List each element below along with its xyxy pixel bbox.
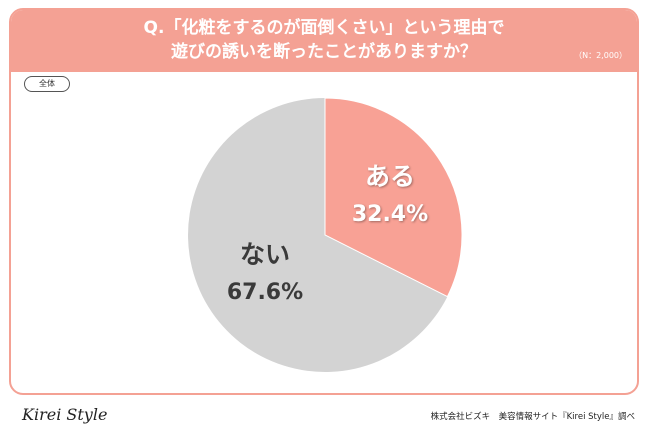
kirei-style-logo: Kirei Style bbox=[22, 405, 108, 424]
question-title: Q.「化粧をするのが面倒くさい」という理由で 遊びの誘いを断ったことがありますか… bbox=[11, 16, 637, 64]
title-line-2: 遊びの誘いを断ったことがありますか？ bbox=[171, 42, 477, 62]
slice-name: ある bbox=[364, 162, 415, 191]
question-header: Q.「化粧をするのが面倒くさい」という理由で 遊びの誘いを断ったことがありますか… bbox=[11, 10, 637, 72]
pie-slice-nai bbox=[188, 98, 448, 373]
pie-slice-aru bbox=[324, 97, 463, 298]
slice-name: ない bbox=[239, 240, 290, 269]
sample-size: （N：2,000） bbox=[574, 51, 627, 60]
slice-label-nai: ない 67.6% bbox=[200, 240, 330, 308]
title-line-1: Q.「化粧をするのが面倒くさい」という理由で bbox=[143, 18, 505, 38]
filter-badge: 全体 bbox=[24, 76, 70, 92]
slice-label-aru: ある 32.4% bbox=[325, 162, 455, 230]
slice-percent: 32.4% bbox=[351, 202, 429, 227]
source-credit: 株式会社ビズキ 美容情報サイト『Kirei Style』調べ bbox=[430, 412, 635, 422]
slice-percent: 67.6% bbox=[226, 280, 304, 305]
